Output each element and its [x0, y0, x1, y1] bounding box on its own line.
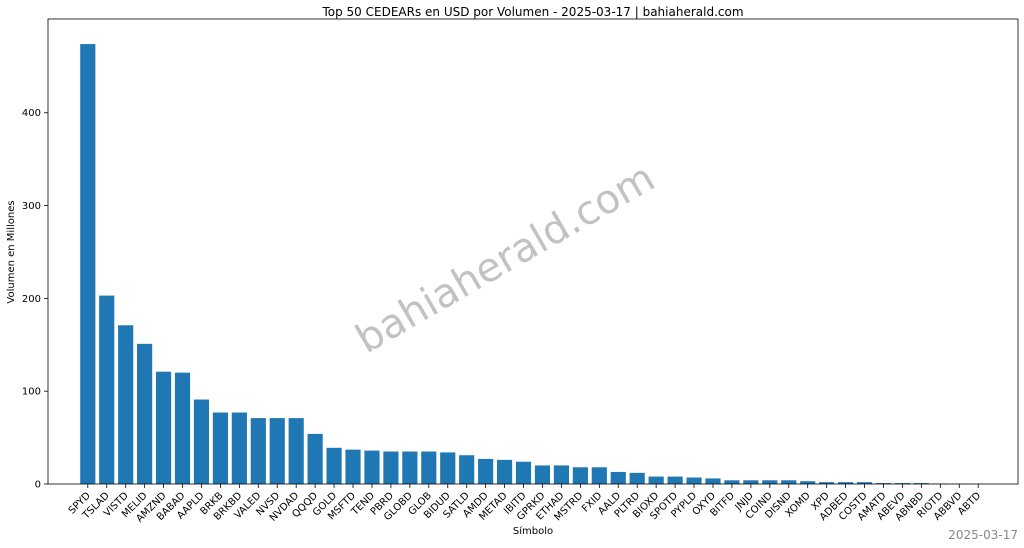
bar [345, 449, 361, 484]
bar [572, 467, 588, 484]
x-axis-label: Símbolo [513, 525, 553, 537]
bar [819, 482, 835, 484]
bar [459, 455, 475, 484]
footer-date: 2025-03-17 [948, 528, 1018, 542]
bar [288, 418, 304, 484]
bar [591, 467, 607, 484]
bar [686, 477, 702, 484]
bar [838, 482, 854, 484]
bar [629, 472, 645, 484]
bar [913, 483, 929, 484]
bar [610, 471, 626, 484]
bar [137, 343, 153, 484]
bar [155, 371, 172, 484]
bar [762, 480, 778, 484]
bar [515, 461, 532, 484]
bar [534, 465, 551, 484]
bar [99, 295, 115, 484]
bar [402, 451, 418, 484]
y-tick-label: 200 [22, 294, 41, 305]
bar [875, 483, 892, 484]
bar [212, 412, 228, 484]
bar [497, 459, 513, 484]
bar [269, 418, 285, 484]
bar [800, 481, 816, 484]
bar [383, 451, 399, 484]
bar [364, 450, 380, 484]
bar [307, 433, 323, 484]
bar [118, 325, 134, 484]
bar [553, 465, 569, 484]
y-tick-label: 100 [22, 387, 41, 398]
bar [326, 447, 342, 484]
bar [781, 480, 797, 484]
y-tick-label: 0 [35, 480, 41, 491]
chart-title: Top 50 CEDEARs en USD por Volumen - 2025… [321, 5, 743, 19]
bar [478, 458, 494, 484]
bar [648, 476, 664, 484]
bar [705, 478, 721, 484]
y-tick-label: 300 [22, 201, 41, 212]
bar [743, 480, 759, 484]
bar [231, 412, 247, 484]
bar [250, 418, 266, 484]
bar [440, 452, 456, 484]
axes-frame [47, 18, 1019, 485]
y-axis-label: Volumen en Millones [6, 200, 17, 303]
bar [724, 480, 740, 484]
bar [667, 476, 683, 484]
bar [421, 451, 437, 484]
bar [80, 44, 96, 485]
bar [856, 482, 873, 484]
bar [174, 372, 191, 484]
bar [894, 483, 911, 484]
y-tick-label: 400 [22, 108, 41, 119]
bar [193, 399, 210, 484]
